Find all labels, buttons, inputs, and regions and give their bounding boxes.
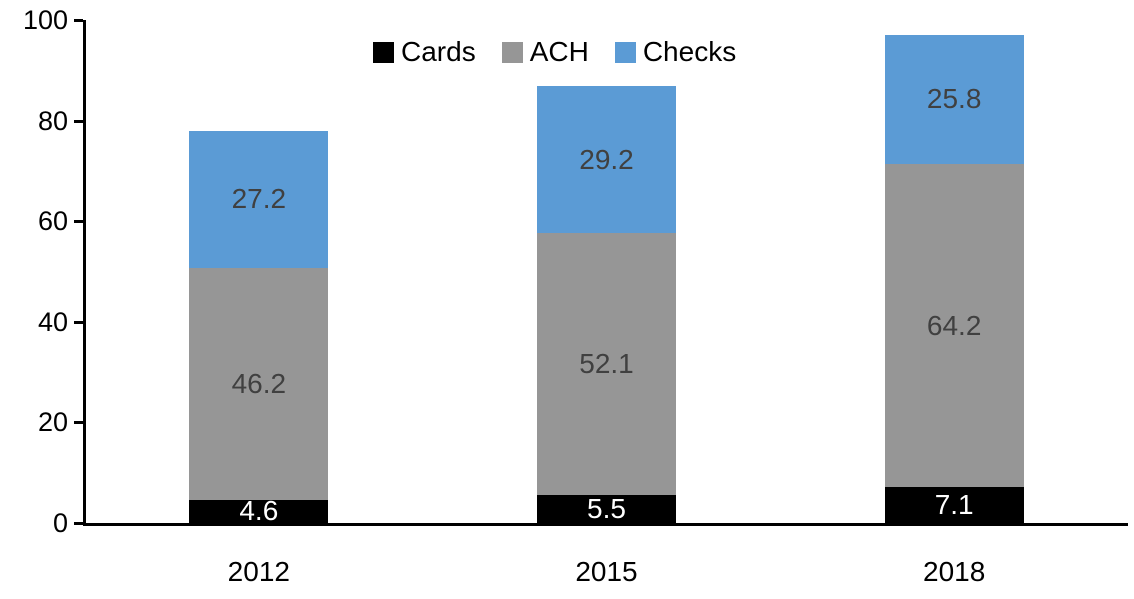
y-tick-label: 0	[52, 508, 68, 538]
bar-2015: 5.5 52.1 29.2	[537, 86, 676, 523]
y-tick-mark	[74, 421, 83, 425]
legend-item-cards: Cards	[373, 38, 476, 66]
value-label: 29.2	[579, 143, 634, 175]
value-label: 52.1	[579, 348, 634, 380]
y-tick-mark	[74, 19, 83, 22]
x-label-2015: 2015	[575, 556, 638, 587]
legend-swatch-checks	[614, 41, 636, 63]
y-tick-mark	[74, 220, 83, 224]
legend-label-cards: Cards	[401, 36, 476, 67]
y-tick-mark	[74, 119, 83, 123]
bar-segment-cards-2018: 7.1	[884, 487, 1024, 523]
x-label-2018: 2018	[923, 556, 986, 587]
legend-item-checks: Checks	[614, 36, 737, 67]
value-label: 27.2	[231, 183, 287, 215]
bar-segment-ach-2012: 46.2	[189, 267, 329, 500]
y-tick-mark	[74, 320, 83, 324]
y-tick-label: 80	[37, 105, 68, 136]
legend-label-ach: ACH	[529, 36, 589, 67]
x-label-2012: 2012	[227, 556, 290, 587]
y-tick-label: 40	[37, 306, 68, 337]
value-label: 4.6	[239, 495, 279, 527]
value-label: 64.2	[926, 309, 982, 341]
y-tick-label: 20	[37, 407, 68, 438]
bar-segment-ach-2018: 64.2	[884, 164, 1024, 488]
legend-label-checks: Checks	[642, 36, 737, 67]
bar-segment-checks-2015: 29.2	[537, 86, 676, 234]
y-tick-label: 100	[22, 5, 68, 35]
value-label: 25.8	[926, 83, 982, 115]
value-label: 5.5	[587, 493, 626, 525]
bar-2018: 7.1 64.2 25.8	[884, 34, 1024, 523]
x-axis-line	[83, 523, 1128, 526]
y-tick-mark	[74, 522, 83, 525]
legend-swatch-ach	[501, 41, 523, 63]
legend-swatch-cards	[373, 41, 394, 63]
bar-segment-cards-2015: 5.5	[537, 495, 676, 523]
bar-segment-ach-2015: 52.1	[537, 233, 676, 496]
bar-segment-checks-2012: 27.2	[189, 130, 329, 268]
bar-2012: 4.6 46.2 27.2	[189, 130, 329, 527]
y-axis-line	[83, 20, 86, 526]
legend: Cards ACH Checks	[373, 38, 736, 66]
value-label: 7.1	[934, 489, 974, 521]
value-label: 46.2	[231, 367, 287, 399]
y-tick-label: 60	[37, 206, 68, 237]
bar-segment-checks-2018: 25.8	[884, 34, 1024, 165]
bar-segment-cards-2012: 4.6	[189, 495, 329, 527]
legend-item-ach: ACH	[501, 36, 589, 67]
